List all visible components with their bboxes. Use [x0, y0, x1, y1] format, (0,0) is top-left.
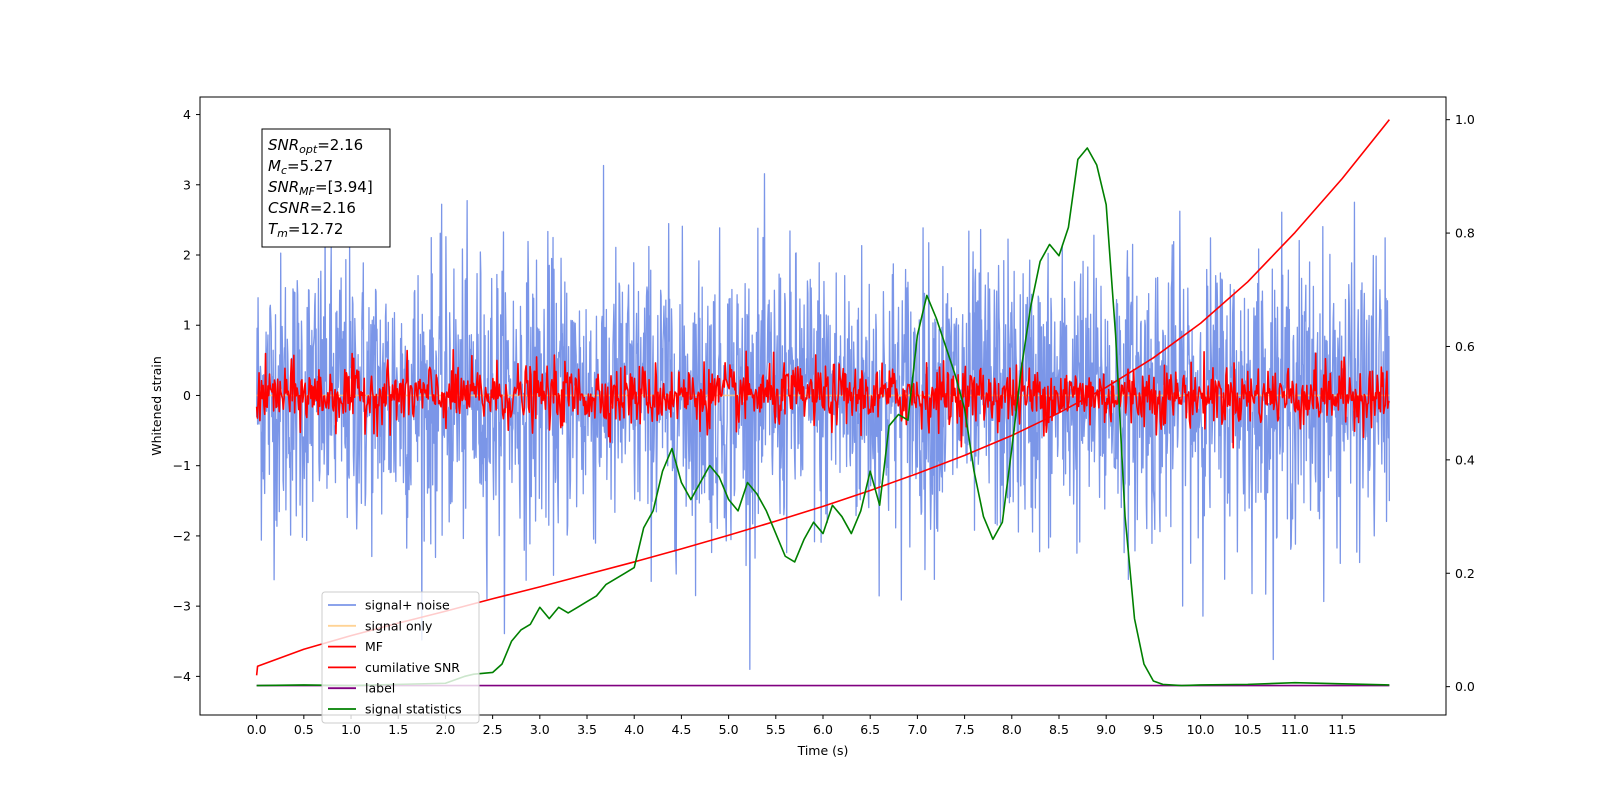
legend-entry-label: MF [365, 639, 383, 654]
y-axis-left: −4 −3 −2 −1 0 1 2 3 4 [173, 107, 200, 684]
y-left-tick-label: 4 [183, 107, 191, 122]
x-tick-label: 1.5 [388, 722, 408, 737]
y-left-tick-label: −1 [173, 458, 191, 473]
legend-entry-label: cumilative SNR [365, 660, 460, 675]
legend-entry-label: signal+ noise [365, 598, 450, 613]
x-tick-label: 5.5 [766, 722, 786, 737]
x-tick-label: 11.0 [1281, 722, 1309, 737]
series-mf [255, 348, 1390, 449]
annotation-line: Mc=5.27 [268, 157, 333, 177]
x-tick-label: 4.5 [671, 722, 691, 737]
y-left-tick-label: 1 [183, 318, 191, 333]
y-right-tick-label: 0.8 [1455, 226, 1475, 241]
legend-entry-label: label [365, 681, 395, 696]
x-tick-label: 10.5 [1234, 722, 1262, 737]
x-tick-label: 8.5 [1049, 722, 1069, 737]
annotation-line: SNRMF=[3.94] [268, 178, 373, 198]
y-axis-right: 0.0 0.2 0.4 0.6 0.8 1.0 [1446, 112, 1475, 694]
x-tick-label: 10.0 [1187, 722, 1215, 737]
x-tick-label: 8.0 [1002, 722, 1022, 737]
y-left-tick-label: −4 [173, 669, 191, 684]
x-tick-label: 9.0 [1096, 722, 1116, 737]
x-tick-label: 6.5 [860, 722, 880, 737]
x-tick-label: 2.0 [435, 722, 455, 737]
x-tick-label: 4.0 [624, 722, 644, 737]
legend-entry-label: signal statistics [365, 702, 462, 717]
x-tick-label: 6.0 [813, 722, 833, 737]
x-tick-label: 0.5 [294, 722, 314, 737]
x-tick-label: 7.0 [907, 722, 927, 737]
y-right-tick-label: 0.4 [1455, 452, 1475, 467]
annotation-frame [261, 128, 391, 248]
legend: signal+ noise signal only MF cumilative SNR… [321, 591, 480, 724]
x-tick-label: 1.0 [341, 722, 361, 737]
y-left-tick-label: 3 [183, 177, 191, 192]
annotation-line: CSNR=2.16 [268, 199, 356, 217]
annotation-line: SNRopt=2.16 [268, 136, 363, 156]
legend-frame [321, 591, 480, 724]
y-left-tick-label: 2 [183, 248, 191, 263]
y-left-tick-label: 0 [183, 388, 191, 403]
y-right-tick-label: 0.0 [1455, 679, 1475, 694]
x-tick-label: 2.5 [483, 722, 503, 737]
x-tick-label: 9.5 [1143, 722, 1163, 737]
y-left-tick-label: −2 [173, 528, 191, 543]
x-axis: 0.0 0.5 1.0 1.5 2.0 2.5 3.0 3.5 4.0 4.5 5.0 5.5 6.0 6… [247, 715, 1356, 737]
x-tick-label: 3.0 [530, 722, 550, 737]
x-tick-label: 0.0 [247, 722, 267, 737]
x-tick-label: 7.5 [955, 722, 975, 737]
y-right-tick-label: 0.2 [1455, 566, 1475, 581]
y-left-tick-label: −3 [173, 599, 191, 614]
y-axis-label: Whitened strain [149, 356, 164, 455]
legend-entry-label: signal only [365, 618, 433, 633]
x-tick-label: 5.0 [719, 722, 739, 737]
y-right-tick-label: 1.0 [1455, 112, 1475, 127]
x-axis-label: Time (s) [797, 743, 849, 758]
y-right-tick-label: 0.6 [1455, 339, 1475, 354]
series-signal-statistics [256, 147, 1390, 687]
annotation-line: Tm=12.72 [268, 220, 343, 240]
x-tick-label: 3.5 [577, 722, 597, 737]
x-tick-label: 11.5 [1328, 722, 1356, 737]
